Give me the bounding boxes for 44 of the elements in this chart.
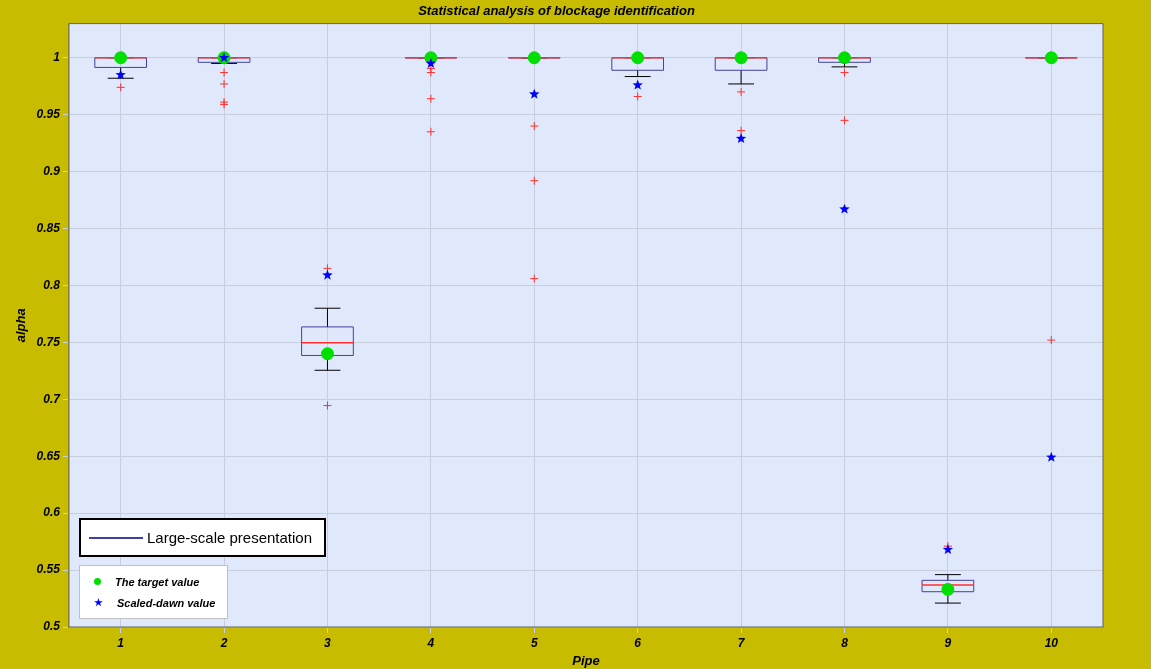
legend-label: The target value <box>114 575 200 588</box>
point <box>1046 451 1057 462</box>
y-tick-label: 0.65 <box>36 448 61 463</box>
legend-label: Scaled-dawn value <box>116 596 216 609</box>
x-tick-label: 3 <box>324 635 332 650</box>
point <box>632 79 643 90</box>
x-tick-label: 5 <box>530 635 538 650</box>
point <box>941 582 955 596</box>
point <box>529 88 540 99</box>
x-tick-label: 8 <box>841 635 849 650</box>
y-tick-label: 0.95 <box>36 106 61 121</box>
point <box>1044 51 1058 65</box>
x-tick-label: 7 <box>737 635 746 650</box>
x-tick-label: 4 <box>426 635 435 650</box>
x-tick-label: 6 <box>634 635 642 650</box>
y-tick-label: 1 <box>53 50 61 65</box>
x-tick-label: 1 <box>117 635 125 650</box>
point <box>322 269 333 280</box>
point <box>837 51 851 65</box>
point <box>942 544 954 555</box>
x-tick-label: 9 <box>944 635 952 650</box>
point <box>527 51 541 65</box>
point <box>115 69 126 80</box>
legend-label: Large-scale presentation <box>146 529 313 546</box>
x-tick-label: 10 <box>1044 635 1059 650</box>
y-tick-label: 0.55 <box>36 562 61 577</box>
point <box>114 51 128 65</box>
y-tick-label: 0.75 <box>36 334 61 349</box>
y-tick-label: 0.5 <box>43 619 61 634</box>
point <box>735 133 747 144</box>
x-tick-label: 2 <box>219 635 228 650</box>
y-tick-label: 0.6 <box>43 505 61 520</box>
x-axis-title: Pipe <box>572 652 600 668</box>
y-tick-label: 0.85 <box>36 220 61 235</box>
legend-box: Large-scale presentation <box>78 518 327 557</box>
y-tick-label: 0.7 <box>43 391 62 406</box>
point <box>734 51 748 65</box>
point <box>631 51 645 65</box>
y-tick-label: 0.8 <box>43 277 61 292</box>
point <box>839 203 850 214</box>
y-tick-label: 0.9 <box>43 163 61 178</box>
point <box>320 347 334 361</box>
chart-title: Statistical analysis of blockage identification <box>418 3 695 19</box>
y-axis-title: alpha <box>13 308 29 343</box>
